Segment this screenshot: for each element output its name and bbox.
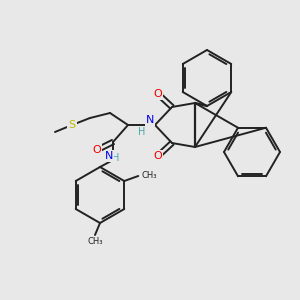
Text: N: N (105, 151, 113, 161)
Text: CH₃: CH₃ (141, 172, 157, 181)
Text: H: H (112, 153, 120, 163)
Text: O: O (154, 151, 162, 161)
Text: N: N (146, 115, 154, 125)
Text: H: H (138, 127, 146, 137)
Text: O: O (93, 145, 101, 155)
Text: S: S (68, 120, 76, 130)
Text: O: O (154, 89, 162, 99)
Text: CH₃: CH₃ (87, 236, 103, 245)
